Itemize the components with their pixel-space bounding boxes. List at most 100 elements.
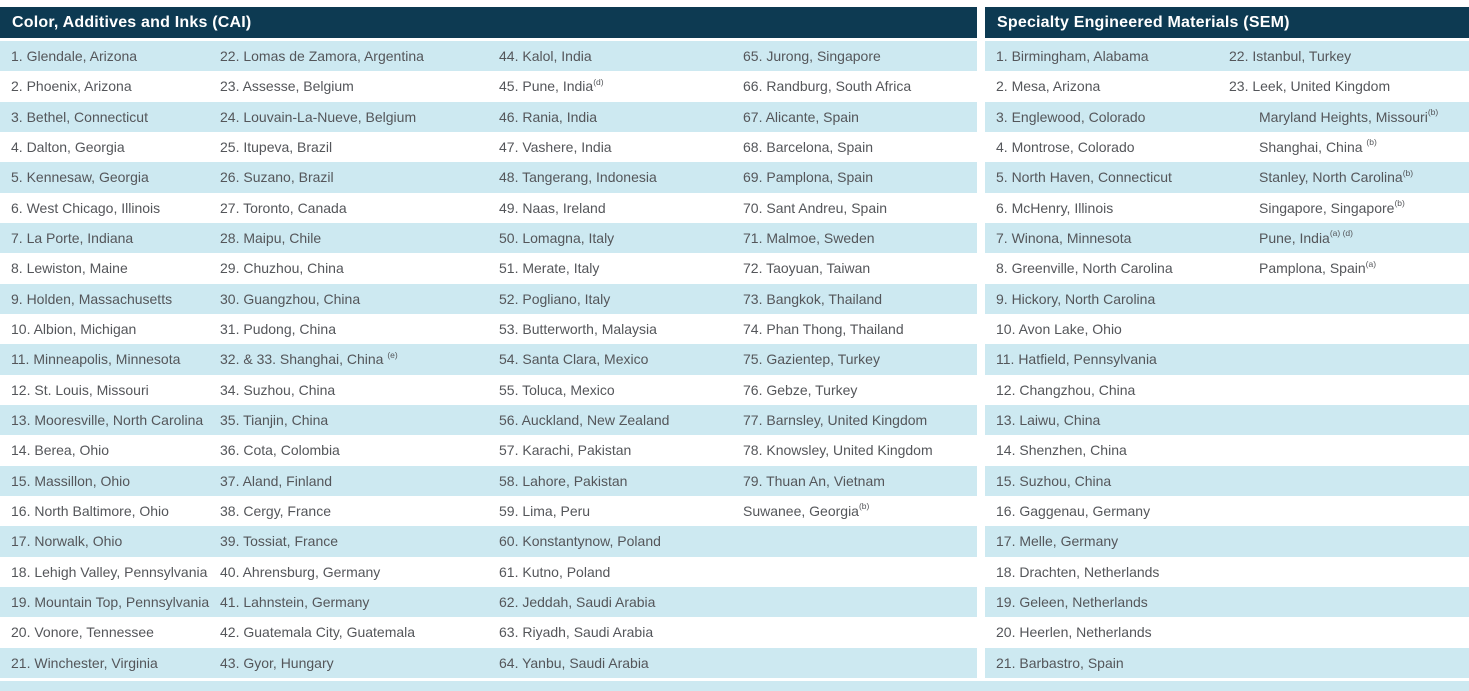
facility-item: 9. Hickory, North Carolina bbox=[996, 290, 1156, 307]
facility-row: 7. La Porte, Indiana 28. Maipu, Chile 50. … bbox=[0, 222, 977, 254]
facility-row: 9. Hickory, North Carolina bbox=[985, 283, 1469, 314]
facility-item: Pune, India(a) (d) bbox=[1259, 228, 1353, 247]
facility-item: 57. Karachi, Pakistan bbox=[499, 442, 632, 459]
facility-item: 3. Englewood, Colorado bbox=[996, 108, 1146, 125]
facility-item: Stanley, North Carolina(b) bbox=[1259, 167, 1414, 186]
facility-row: 8. Lewiston, Maine 29. Chuzhou, China 51. … bbox=[0, 253, 977, 283]
facility-item: 67. Alicante, Spain bbox=[743, 108, 859, 125]
facility-item: 16. Gaggenau, Germany bbox=[996, 503, 1151, 520]
facility-row: 14. Shenzhen, China bbox=[985, 435, 1469, 465]
facility-item: 73. Bangkok, Thailand bbox=[743, 290, 883, 307]
facility-item: 61. Kutno, Poland bbox=[499, 563, 611, 580]
cai-rows: 1. Glendale, Arizona 22. Lomas de Zamora,… bbox=[0, 41, 977, 678]
facility-row: 4. Dalton, Georgia 25. Itupeva, Brazil 47.… bbox=[0, 132, 977, 162]
footnote-marker: (b) bbox=[1366, 137, 1377, 148]
facility-row: 2. Mesa, Arizona 23. Leek, United Kingdom bbox=[985, 71, 1469, 101]
facility-item: 12. Changzhou, China bbox=[996, 381, 1136, 398]
facility-item: 8. Lewiston, Maine bbox=[11, 260, 128, 277]
facility-item: Suwanee, Georgia(b) bbox=[743, 501, 870, 520]
facility-item: 56. Auckland, New Zealand bbox=[499, 412, 670, 429]
facility-row: 16. Gaggenau, Germany bbox=[985, 496, 1469, 526]
facility-item: 16. North Baltimore, Ohio bbox=[11, 503, 169, 520]
facility-item: 58. Lahore, Pakistan bbox=[499, 472, 628, 489]
facility-row: 17. Melle, Germany bbox=[985, 526, 1469, 557]
facility-item: Maryland Heights, Missouri(b) bbox=[1259, 107, 1439, 125]
facility-item: 40. Ahrensburg, Germany bbox=[220, 563, 381, 580]
facility-item: 1. Glendale, Arizona bbox=[11, 48, 138, 65]
facility-item: 78. Knowsley, United Kingdom bbox=[743, 442, 933, 459]
facility-row: 20. Heerlen, Netherlands bbox=[985, 617, 1469, 647]
facility-row: 13. Mooresville, North Carolina 35. Tianj… bbox=[0, 404, 977, 436]
facility-row: 6. McHenry, Illinois Singapore, Singapore… bbox=[985, 193, 1469, 223]
facility-item: 4. Dalton, Georgia bbox=[11, 139, 125, 156]
facility-item: 18. Drachten, Netherlands bbox=[996, 563, 1160, 580]
facility-item: 10. Albion, Michigan bbox=[11, 321, 137, 338]
facility-item: 62. Jeddah, Saudi Arabia bbox=[499, 594, 656, 611]
cai-section-header: Color, Additives and Inks (CAI) bbox=[0, 7, 977, 38]
facility-row: 18. Drachten, Netherlands bbox=[985, 557, 1469, 587]
facility-item: Singapore, Singapore(b) bbox=[1259, 198, 1405, 216]
footnote-marker: (d) bbox=[593, 76, 604, 87]
facility-item: 15. Massillon, Ohio bbox=[11, 472, 131, 489]
facility-row: 3. Bethel, Connecticut 24. Louvain-La-Nue… bbox=[0, 101, 977, 132]
facility-item: 68. Barcelona, Spain bbox=[743, 139, 873, 156]
facility-item: 53. Butterworth, Malaysia bbox=[499, 321, 657, 338]
facility-row: 11. Minneapolis, Minnesota 32. & 33. Shan… bbox=[0, 344, 977, 375]
facility-item: 39. Tossiat, France bbox=[220, 533, 339, 550]
facility-item: 65. Jurong, Singapore bbox=[743, 48, 881, 65]
facilities-table-page: Color, Additives and Inks (CAI) 1. Glend… bbox=[0, 7, 1469, 678]
facility-row: 3. Englewood, Colorado Maryland Heights, … bbox=[985, 101, 1469, 132]
facility-item: 2. Mesa, Arizona bbox=[996, 78, 1101, 95]
footnote-marker: (b) bbox=[1402, 167, 1414, 178]
facility-item: 15. Suzhou, China bbox=[996, 472, 1112, 489]
facility-item: 10. Avon Lake, Ohio bbox=[996, 321, 1122, 338]
facility-item: 42. Guatemala City, Guatemala bbox=[220, 624, 416, 641]
facility-row: 13. Laiwu, China bbox=[985, 404, 1469, 436]
facility-item: 45. Pune, India(d) bbox=[499, 76, 604, 95]
facility-row: 1. Glendale, Arizona 22. Lomas de Zamora,… bbox=[0, 41, 977, 72]
facility-row: 9. Holden, Massachusetts 30. Guangzhou, C… bbox=[0, 283, 977, 314]
facility-row: 18. Lehigh Valley, Pennsylvania 40. Ahren… bbox=[0, 557, 977, 587]
facility-item: 37. Aland, Finland bbox=[220, 472, 333, 489]
facility-item: 26. Suzano, Brazil bbox=[220, 169, 334, 186]
facility-item: 54. Santa Clara, Mexico bbox=[499, 351, 649, 368]
facility-item: 44. Kalol, India bbox=[499, 48, 592, 65]
facility-item: 14. Berea, Ohio bbox=[11, 442, 110, 459]
facility-item: 74. Phan Thong, Thailand bbox=[743, 321, 904, 338]
facility-item: 36. Cota, Colombia bbox=[220, 442, 340, 459]
facility-item: 25. Itupeva, Brazil bbox=[220, 139, 333, 156]
facility-item: 41. Lahnstein, Germany bbox=[220, 594, 370, 611]
sem-section: Specialty Engineered Materials (SEM) 1. … bbox=[985, 7, 1469, 678]
facility-item: 51. Merate, Italy bbox=[499, 260, 600, 277]
facility-item: 66. Randburg, South Africa bbox=[743, 78, 912, 95]
facility-item: 9. Holden, Massachusetts bbox=[11, 290, 173, 307]
facility-item: 76. Gebze, Turkey bbox=[743, 381, 858, 398]
facility-item: 23. Leek, United Kingdom bbox=[1229, 78, 1391, 95]
facility-item: 52. Pogliano, Italy bbox=[499, 290, 611, 307]
facility-item: 18. Lehigh Valley, Pennsylvania bbox=[11, 563, 208, 580]
facility-item: 77. Barnsley, United Kingdom bbox=[743, 412, 928, 429]
footnote-marker: (b) bbox=[1427, 107, 1439, 118]
facility-item: 38. Cergy, France bbox=[220, 503, 332, 520]
footnote-section-strip bbox=[0, 681, 1469, 691]
facility-item: 75. Gazientep, Turkey bbox=[743, 351, 880, 368]
facility-item: 48. Tangerang, Indonesia bbox=[499, 169, 657, 186]
facility-row: 15. Massillon, Ohio 37. Aland, Finland 58.… bbox=[0, 465, 977, 496]
facility-item: 31. Pudong, China bbox=[220, 321, 336, 338]
facility-item: 11. Hatfield, Pennsylvania bbox=[996, 351, 1157, 368]
facility-item: 69. Pamplona, Spain bbox=[743, 169, 873, 186]
facility-item: Shanghai, China (b) bbox=[1259, 137, 1377, 156]
footnote-marker: (b) bbox=[858, 501, 870, 512]
facility-row: 21. Barbastro, Spain bbox=[985, 647, 1469, 678]
facility-row: 6. West Chicago, Illinois 27. Toronto, Ca… bbox=[0, 193, 977, 223]
facility-row: 7. Winona, Minnesota Pune, India(a) (d) bbox=[985, 222, 1469, 254]
facility-item: 12. St. Louis, Missouri bbox=[11, 381, 149, 398]
cai-section: Color, Additives and Inks (CAI) 1. Glend… bbox=[0, 7, 977, 678]
facility-item: 35. Tianjin, China bbox=[220, 412, 329, 429]
facility-item: 13. Laiwu, China bbox=[996, 412, 1101, 429]
facility-row: 21. Winchester, Virginia 43. Gyor, Hungar… bbox=[0, 647, 977, 678]
facility-row: 10. Albion, Michigan 31. Pudong, China 53.… bbox=[0, 314, 977, 344]
facility-item: 11. Minneapolis, Minnesota bbox=[11, 351, 181, 368]
footnote-marker: (e) bbox=[387, 349, 398, 360]
facility-row: 17. Norwalk, Ohio 39. Tossiat, France 60. … bbox=[0, 526, 977, 557]
